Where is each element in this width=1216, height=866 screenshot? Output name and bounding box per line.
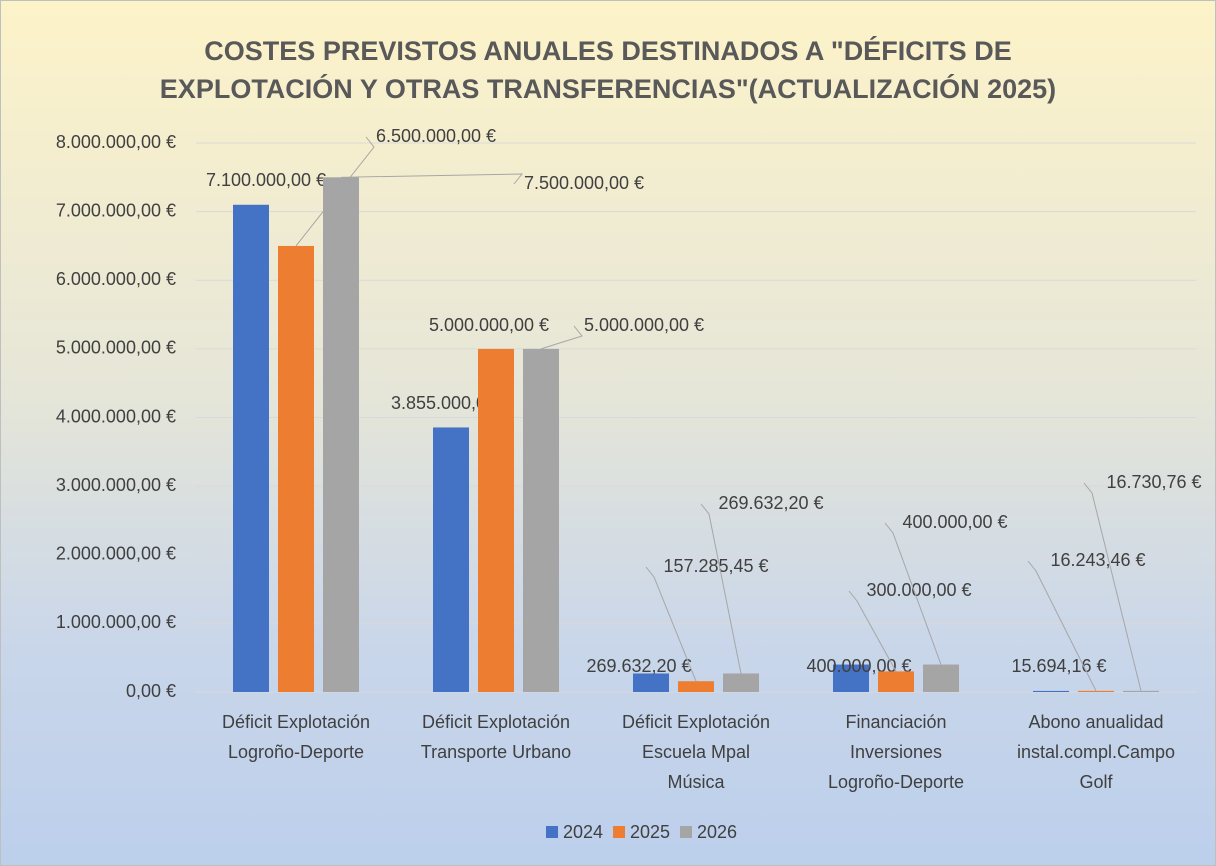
- data-label: 6.500.000,00 €: [376, 126, 496, 146]
- x-tick-label: Déficit Explotación: [422, 712, 570, 732]
- data-label: 269.632,20 €: [586, 656, 691, 676]
- data-label: 400.000,00 €: [902, 512, 1007, 532]
- data-label: 7.100.000,00 €: [206, 170, 326, 190]
- leader-line: [340, 173, 524, 185]
- x-tick-label: Abono anualidad: [1028, 712, 1163, 732]
- bar: [278, 245, 314, 692]
- data-label: 16.730,76 €: [1106, 472, 1201, 492]
- y-tick-label: 2.000.000,00 €: [56, 544, 176, 564]
- data-label: 16.243,46 €: [1050, 550, 1145, 570]
- x-tick-label: Escuela Mpal: [642, 742, 750, 762]
- data-label: 5.000.000,00 €: [584, 315, 704, 335]
- data-label: 400.000,00 €: [806, 656, 911, 676]
- leader-line: [1083, 482, 1142, 691]
- bar: [433, 427, 469, 692]
- bar: [923, 664, 959, 692]
- legend-swatch: [613, 826, 625, 838]
- bar: [1078, 690, 1114, 692]
- y-tick-label: 5.000.000,00 €: [56, 338, 176, 358]
- leader-line: [700, 503, 742, 674]
- data-label: 300.000,00 €: [866, 580, 971, 600]
- bar: [1033, 690, 1069, 692]
- leader-line: [848, 590, 897, 672]
- bar: [1123, 690, 1159, 692]
- leader-line: [295, 136, 375, 247]
- x-tick-label: Golf: [1079, 772, 1113, 792]
- x-tick-label: Inversiones: [850, 742, 942, 762]
- y-tick-label: 4.000.000,00 €: [56, 406, 176, 426]
- x-tick-label: Música: [667, 772, 725, 792]
- x-tick-label: Financiación: [845, 712, 946, 732]
- data-label: 7.500.000,00 €: [524, 173, 644, 193]
- bar: [233, 204, 269, 692]
- leader-line: [884, 522, 942, 665]
- x-tick-label: Déficit Explotación: [222, 712, 370, 732]
- legend-label: 2026: [697, 822, 737, 842]
- y-tick-label: 7.000.000,00 €: [56, 200, 176, 220]
- leader-line: [645, 566, 697, 682]
- legend-label: 2024: [563, 822, 603, 842]
- bar: [833, 664, 869, 692]
- y-tick-label: 3.000.000,00 €: [56, 475, 176, 495]
- x-tick-label: Logroño-Deporte: [228, 742, 364, 762]
- bar: [523, 348, 559, 692]
- bar: [723, 673, 759, 692]
- chart-title: EXPLOTACIÓN Y OTRAS TRANSFERENCIAS"(ACTU…: [160, 73, 1056, 104]
- leader-line: [1027, 560, 1097, 692]
- x-tick-label: Logroño-Deporte: [828, 772, 964, 792]
- legend-swatch: [546, 826, 558, 838]
- data-label: 157.285,45 €: [663, 556, 768, 576]
- y-tick-label: 0,00 €: [126, 681, 176, 701]
- x-tick-label: Déficit Explotación: [622, 712, 770, 732]
- legend-swatch: [680, 826, 692, 838]
- data-label: 5.000.000,00 €: [429, 315, 549, 335]
- bar: [678, 681, 714, 692]
- x-tick-label: instal.compl.Campo: [1017, 742, 1175, 762]
- y-tick-label: 1.000.000,00 €: [56, 612, 176, 632]
- y-tick-label: 6.000.000,00 €: [56, 269, 176, 289]
- x-tick-label: Transporte Urbano: [421, 742, 571, 762]
- bar: [878, 671, 914, 692]
- data-label: 15.694,16 €: [1011, 656, 1106, 676]
- leader-line: [540, 325, 583, 350]
- y-tick-label: 8.000.000,00 €: [56, 132, 176, 152]
- chart-title: COSTES PREVISTOS ANUALES DESTINADOS A "D…: [204, 35, 1011, 66]
- bar: [478, 348, 514, 692]
- bar: [633, 673, 669, 692]
- bar: [323, 177, 359, 692]
- data-label: 269.632,20 €: [718, 493, 823, 513]
- legend-label: 2025: [630, 822, 670, 842]
